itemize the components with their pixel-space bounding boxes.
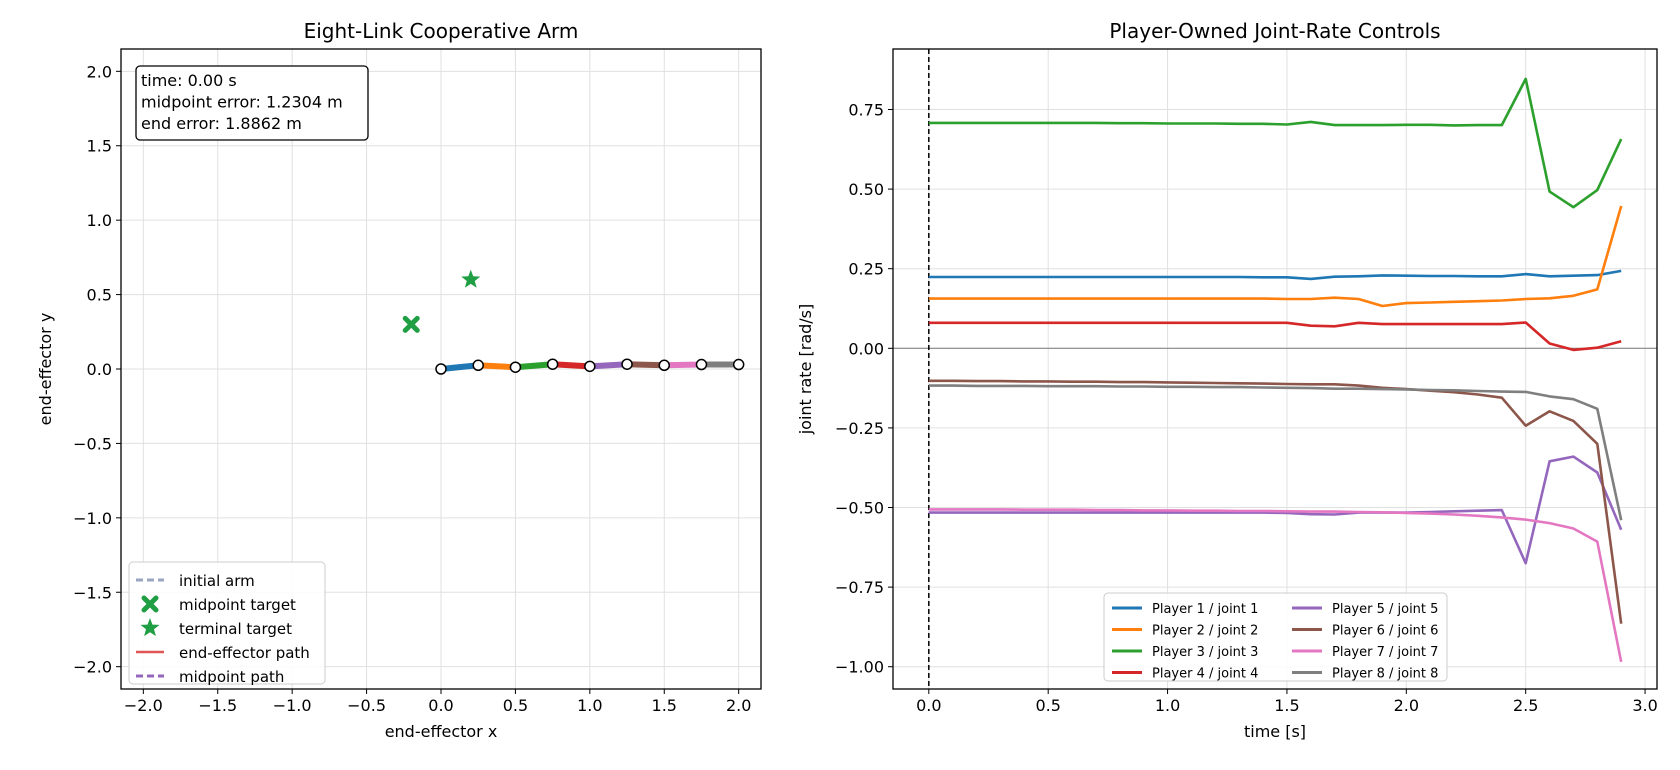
y-tick-label: −1.5 <box>73 583 112 602</box>
arm-link-4 <box>549 361 593 370</box>
x-tick-label: −1.0 <box>273 696 312 715</box>
legend-label: end-effector path <box>179 644 310 662</box>
y-axis-label: end-effector y <box>36 313 55 426</box>
legend-label: initial arm <box>179 572 255 590</box>
arm-link-7 <box>661 361 705 369</box>
y-tick-label: 0.75 <box>848 100 884 119</box>
x-tick-label: 1.0 <box>577 696 602 715</box>
legend-label: Player 1 / joint 1 <box>1152 602 1258 617</box>
x-tick-label: 1.0 <box>1155 696 1180 715</box>
legend: initial arm midpoint target terminal targe… <box>128 561 326 686</box>
x-tick-label: 0.0 <box>916 696 941 715</box>
y-tick-label: 0.5 <box>87 286 112 305</box>
legend-label: midpoint path <box>179 668 284 686</box>
legend-label: Player 3 / joint 3 <box>1152 645 1258 660</box>
arm-joint-3 <box>546 358 559 370</box>
x-tick-label: 2.5 <box>1513 696 1538 715</box>
series-line-4 <box>928 321 1622 352</box>
arm-link-6 <box>624 361 668 369</box>
y-tick-label: −0.5 <box>73 434 112 453</box>
x-tick-label: −1.5 <box>198 696 237 715</box>
x-tick-label: 2.0 <box>1394 696 1419 715</box>
info-box-line: midpoint error: 1.2304 m <box>141 93 343 112</box>
legend-label: Player 2 / joint 2 <box>1152 624 1258 639</box>
series-line-3 <box>928 77 1623 209</box>
x-tick-label: 2.0 <box>726 696 751 715</box>
y-tick-label: 1.0 <box>87 211 112 230</box>
legend-swatch <box>140 618 160 637</box>
info-box-frame <box>135 65 369 141</box>
y-tick-label: 0.0 <box>87 360 112 379</box>
arm-link-5 <box>586 361 631 370</box>
chart-title: Player-Owned Joint-Rate Controls <box>1109 19 1440 43</box>
legend-frame <box>128 561 326 685</box>
legend-label: Player 6 / joint 6 <box>1332 624 1438 639</box>
arm-link-1 <box>438 362 482 372</box>
y-tick-label: −1.0 <box>73 509 112 528</box>
x-axis-label: time [s] <box>1244 722 1306 741</box>
series-line-1 <box>928 269 1622 281</box>
info-box-line: time: 0.00 s <box>141 71 237 90</box>
info-box-line: end error: 1.8862 m <box>141 114 302 133</box>
y-tick-label: 1.5 <box>87 137 112 156</box>
y-tick-label: 0.25 <box>848 260 884 279</box>
arm-joint-2 <box>509 361 522 373</box>
x-tick-label: −2.0 <box>124 696 163 715</box>
y-tick-label: −0.50 <box>835 499 884 518</box>
plot-frame <box>892 48 1658 690</box>
legend-label: midpoint target <box>179 596 296 614</box>
arm-joint-6 <box>658 359 671 372</box>
y-tick-label: 2.0 <box>87 62 112 81</box>
y-tick-label: −1.00 <box>835 658 884 677</box>
arm-joint-1 <box>472 359 484 372</box>
series-line-7 <box>928 508 1623 663</box>
x-tick-label: 0.5 <box>1035 696 1060 715</box>
y-tick-label: −0.75 <box>835 578 884 597</box>
y-axis-label: joint rate [rad/s] <box>796 304 815 436</box>
joint-rate-plot-panel: 0.0 0.5 1.0 1.5 2.0 2.5 3.0 −1.00 −0.75 −0.50 −0.2… <box>796 19 1658 741</box>
terminal-target-marker <box>461 269 481 288</box>
arm-joint-5 <box>621 358 633 370</box>
legend-label: Player 8 / joint 8 <box>1332 667 1438 682</box>
legend-label: Player 7 / joint 7 <box>1332 645 1438 660</box>
legend: Player 1 / joint 1 Player 2 / joint 2 Play… <box>1103 592 1448 682</box>
legend-label: Player 5 / joint 5 <box>1332 602 1438 617</box>
legend-label: Player 4 / joint 4 <box>1152 667 1258 682</box>
series-line-8 <box>928 384 1623 521</box>
x-tick-label: 0.0 <box>428 696 453 715</box>
y-tick-label: 0.50 <box>848 180 884 199</box>
arm-joint-0 <box>435 363 447 375</box>
legend-frame <box>1103 592 1448 682</box>
x-tick-label: 3.0 <box>1632 696 1657 715</box>
chart-title: Eight-Link Cooperative Arm <box>304 19 579 43</box>
x-tick-label: −0.5 <box>347 696 386 715</box>
arm-joint-8 <box>732 358 745 371</box>
info-box: time: 0.00 s midpoint error: 1.2304 m end … <box>135 65 369 141</box>
x-tick-label: 1.5 <box>652 696 677 715</box>
plot-frame <box>120 48 762 690</box>
x-tick-label: 1.5 <box>1274 696 1299 715</box>
x-axis-label: end-effector x <box>385 722 498 741</box>
arm-joint-4 <box>584 360 596 373</box>
y-tick-label: −0.25 <box>835 419 884 438</box>
y-tick-label: −2.0 <box>73 658 112 677</box>
arm-joint-7 <box>695 358 708 371</box>
midpoint-target-marker <box>402 315 420 333</box>
legend-swatch <box>141 595 159 613</box>
legend-label: terminal target <box>179 620 292 638</box>
arm-link-2 <box>475 362 519 371</box>
series-line-6 <box>928 379 1623 624</box>
series-line-2 <box>928 205 1623 308</box>
arm-link-3 <box>512 361 556 371</box>
x-tick-label: 0.5 <box>503 696 528 715</box>
y-tick-label: 0.00 <box>848 339 884 358</box>
arm-plot-panel: −2.0 −1.5 −1.0 −0.5 0.0 0.5 1.0 1.5 2.0 −2.0 −1.5 −… <box>36 19 762 741</box>
